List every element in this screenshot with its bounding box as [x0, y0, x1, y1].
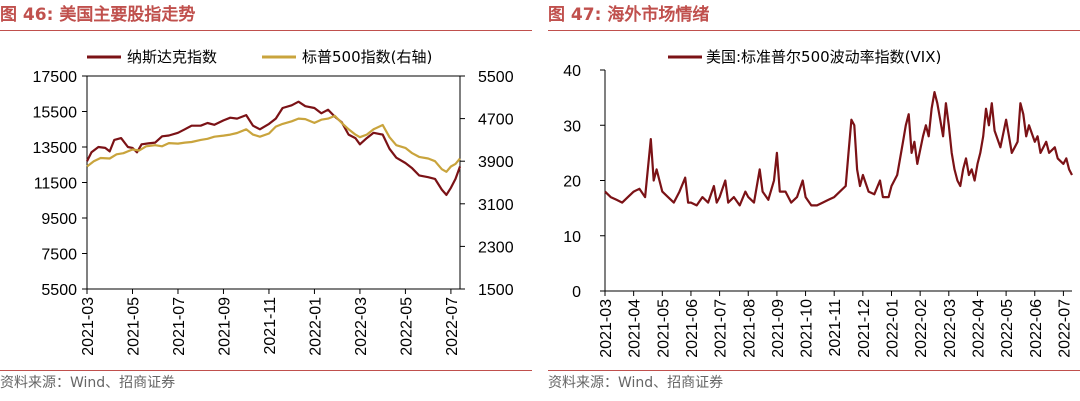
- right-y-tick-label: 3100: [478, 197, 514, 214]
- left-y-tick-label: 15500: [33, 105, 78, 122]
- vix-y-tick-label: 0: [572, 284, 581, 301]
- vix-x-tick-label: 2021-09: [770, 299, 787, 358]
- left-plot-frame: [86, 75, 461, 290]
- right-bottom-rule: [548, 370, 1080, 371]
- right-y-tick-label: 1500: [478, 282, 514, 299]
- right-y-tick-label: 5500: [478, 69, 514, 86]
- vix-x-tick-label: 2022-03: [942, 299, 959, 358]
- left-source-note: 资料来源：Wind、招商证券: [0, 375, 176, 391]
- right-top-rule: [548, 30, 1080, 31]
- vix-x-tick-label: 2021-06: [684, 299, 701, 358]
- vix-x-tick-label: 2022-02: [913, 299, 930, 358]
- sp500-series-line: [86, 114, 461, 173]
- left-y-tick-label: 9500: [41, 211, 77, 228]
- left-y-tick-label: 5500: [41, 282, 77, 299]
- vix-x-tick-label: 2022-05: [999, 299, 1016, 358]
- vix-x-tick-label: 2021-03: [598, 299, 615, 358]
- vix-x-tick-label: 2021-08: [741, 299, 758, 358]
- legend-nasdaq-label: 纳斯达克指数: [127, 48, 217, 66]
- x-tick-label: 2021-09: [216, 297, 233, 356]
- vix-y-tick-label: 40: [563, 63, 581, 80]
- right-y-tick-label: 2300: [478, 239, 514, 256]
- right-y-tick-label: 3900: [478, 154, 514, 171]
- left-y-tick-label: 13500: [33, 140, 78, 157]
- left-top-rule: [0, 30, 532, 31]
- vix-x-tick-label: 2022-04: [970, 299, 987, 358]
- right-source-note: 资料来源：Wind、招商证券: [548, 375, 724, 391]
- vix-x-tick-label: 2021-12: [856, 299, 873, 358]
- vix-chart: 40 30 20 10 0 2021-03 2021-04 2021-05 2021-06 202…: [563, 48, 1073, 358]
- legend-vix-label: 美国:标准普尔500波动率指数(VIX): [706, 48, 941, 66]
- vix-x-tick-label: 2021-04: [627, 299, 644, 358]
- vix-series-line: [604, 91, 1073, 207]
- x-tick-label: 2022-05: [398, 297, 415, 356]
- x-tick-label: 2021-07: [171, 297, 188, 356]
- left-figure-label: 图 46:: [0, 5, 54, 25]
- right-figure-title-text: 海外市场情绪: [607, 5, 710, 25]
- left-y-tick-label: 7500: [41, 247, 77, 264]
- right-y-tick-label: 4700: [478, 112, 514, 129]
- right-figure-title: 图 47: 海外市场情绪: [548, 2, 709, 28]
- vix-x-tick-label: 2021-05: [655, 299, 672, 358]
- vix-x-tick-label: 2021-11: [827, 299, 844, 357]
- x-tick-label: 2021-05: [125, 297, 142, 356]
- vix-x-tick-label: 2021-10: [799, 299, 816, 358]
- vix-y-tick-label: 10: [563, 229, 581, 246]
- left-y-tick-label: 17500: [33, 69, 78, 86]
- x-tick-label: 2022-01: [307, 297, 324, 356]
- legend-sp500-label: 标普500指数(右轴): [302, 48, 432, 66]
- x-tick-label: 2021-03: [80, 297, 97, 356]
- vix-y-tick-label: 30: [563, 118, 581, 135]
- x-tick-label: 2022-07: [444, 297, 461, 356]
- vix-x-tick-label: 2022-06: [1028, 299, 1045, 358]
- left-bottom-rule: [0, 370, 532, 371]
- x-tick-label: 2022-03: [353, 297, 370, 356]
- left-figure-panel: 图 46: 美国主要股指走势 17500 15500 13500 11500 9500 75…: [0, 0, 532, 401]
- right-figure-panel: 图 47: 海外市场情绪 40 30 20 10 0 2021-03 2021-04 2021-…: [548, 0, 1080, 401]
- vix-x-tick-label: 2022-01: [885, 299, 902, 358]
- left-y-tick-label: 11500: [34, 176, 77, 193]
- vix-x-tick-label: 2021-07: [713, 299, 730, 358]
- right-figure-label: 图 47:: [548, 5, 602, 25]
- left-figure-title-text: 美国主要股指走势: [59, 5, 196, 25]
- vix-x-tick-label: 2022-07: [1056, 299, 1073, 358]
- vix-y-tick-label: 20: [563, 174, 581, 191]
- left-figure-title: 图 46: 美国主要股指走势: [0, 2, 195, 28]
- x-tick-label: 2021-11: [262, 297, 279, 355]
- stock-index-chart: 17500 15500 13500 11500 9500 7500 5500 5500 4700…: [33, 48, 514, 356]
